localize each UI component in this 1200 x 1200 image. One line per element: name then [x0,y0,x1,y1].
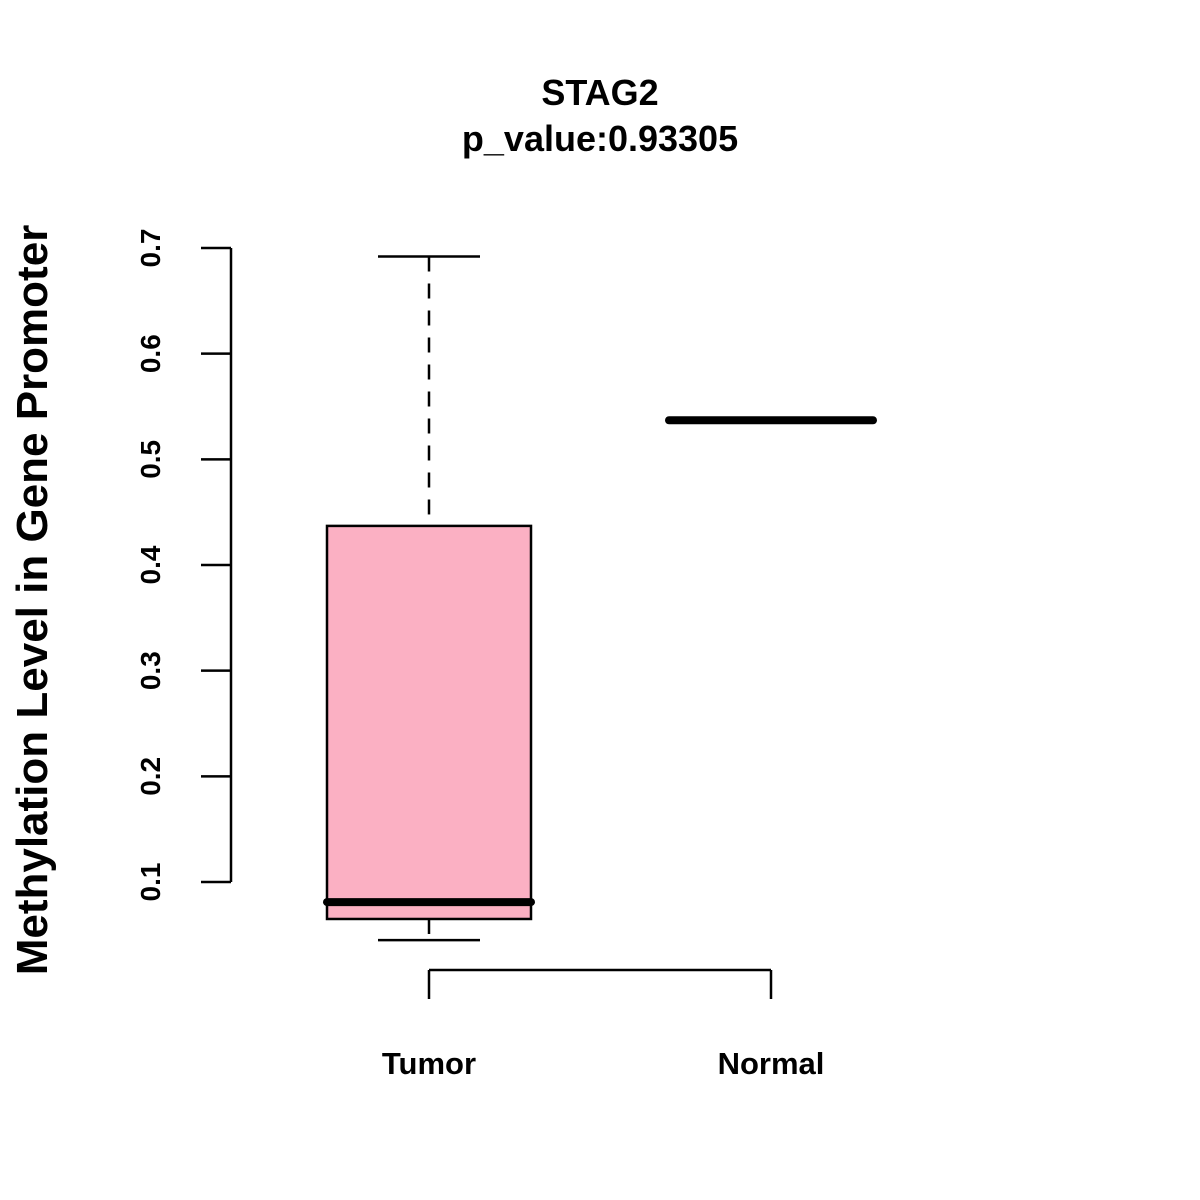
x-tick-label: Tumor [382,1046,476,1081]
y-tick-label: 0.2 [135,757,166,796]
box-body [325,524,533,921]
y-tick-label: 0.1 [135,863,166,902]
y-tick-label: 0.6 [135,334,166,373]
x-tick-label: Normal [718,1046,825,1081]
y-axis-label: Methylation Level in Gene Promoter [8,225,57,976]
y-tick-label: 0.7 [135,229,166,268]
y-tick-label: 0.4 [135,545,166,584]
chart-title: STAG2 [541,72,658,113]
box-group [323,255,877,942]
y-tick-label: 0.3 [135,651,166,690]
box-tumor [323,255,535,942]
y-tick-label: 0.5 [135,440,166,479]
x-axis: Tumor Normal [382,968,825,1081]
chart-subtitle: p_value:0.93305 [462,118,738,159]
y-axis: 0.1 0.2 0.3 0.4 0.5 0.6 0.7 [135,229,233,902]
